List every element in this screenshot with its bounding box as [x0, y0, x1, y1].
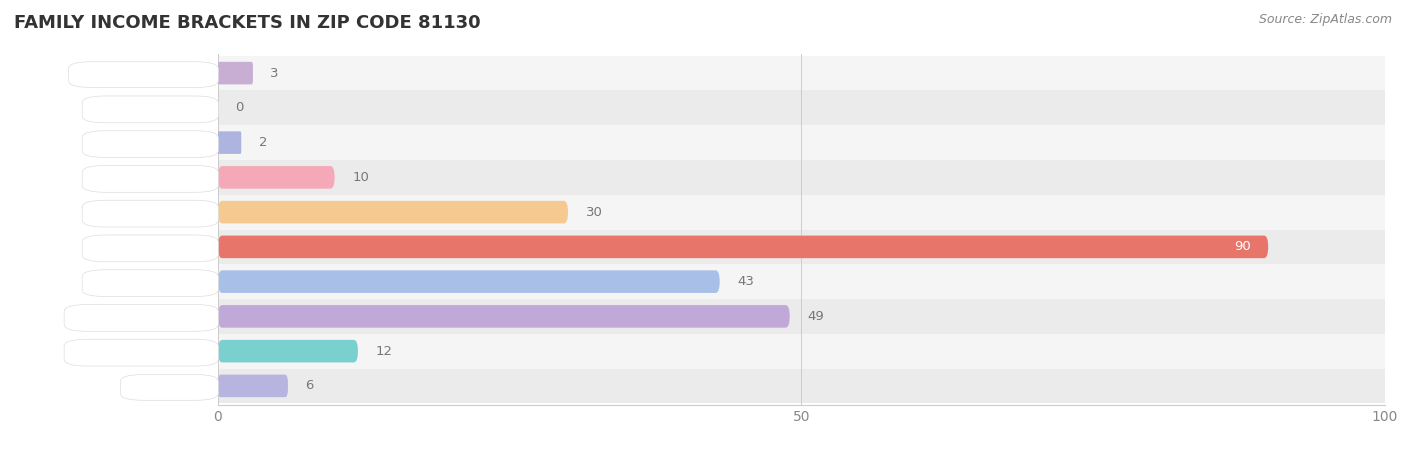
Text: 90: 90 — [1234, 240, 1251, 253]
FancyBboxPatch shape — [65, 305, 218, 331]
Text: 12: 12 — [375, 345, 392, 358]
Bar — [218, 299, 1385, 334]
FancyBboxPatch shape — [69, 62, 218, 88]
FancyBboxPatch shape — [82, 96, 218, 123]
Bar — [218, 195, 1385, 230]
FancyBboxPatch shape — [218, 236, 1268, 258]
FancyBboxPatch shape — [65, 339, 218, 366]
Text: 43: 43 — [737, 275, 754, 288]
FancyBboxPatch shape — [82, 235, 218, 262]
Text: FAMILY INCOME BRACKETS IN ZIP CODE 81130: FAMILY INCOME BRACKETS IN ZIP CODE 81130 — [14, 14, 481, 32]
FancyBboxPatch shape — [218, 340, 359, 362]
FancyBboxPatch shape — [218, 131, 242, 154]
Bar — [218, 90, 1385, 125]
Bar — [218, 125, 1385, 160]
Bar — [218, 369, 1385, 403]
Text: 2: 2 — [259, 136, 267, 149]
FancyBboxPatch shape — [82, 200, 218, 227]
FancyBboxPatch shape — [218, 166, 335, 189]
Bar — [218, 264, 1385, 299]
FancyBboxPatch shape — [218, 201, 568, 223]
Text: 6: 6 — [305, 379, 314, 392]
FancyBboxPatch shape — [218, 374, 288, 397]
Bar — [218, 334, 1385, 369]
Text: 30: 30 — [585, 206, 602, 219]
FancyBboxPatch shape — [82, 131, 218, 158]
Text: 10: 10 — [352, 171, 368, 184]
Text: 49: 49 — [807, 310, 824, 323]
Bar — [218, 160, 1385, 195]
Bar — [218, 230, 1385, 264]
FancyBboxPatch shape — [218, 305, 790, 328]
FancyBboxPatch shape — [82, 270, 218, 297]
FancyBboxPatch shape — [82, 166, 218, 192]
Text: 0: 0 — [235, 101, 243, 114]
FancyBboxPatch shape — [218, 270, 720, 293]
FancyBboxPatch shape — [218, 62, 253, 85]
Text: Source: ZipAtlas.com: Source: ZipAtlas.com — [1258, 14, 1392, 27]
Bar — [218, 56, 1385, 90]
FancyBboxPatch shape — [121, 374, 218, 400]
Text: 3: 3 — [270, 67, 278, 80]
